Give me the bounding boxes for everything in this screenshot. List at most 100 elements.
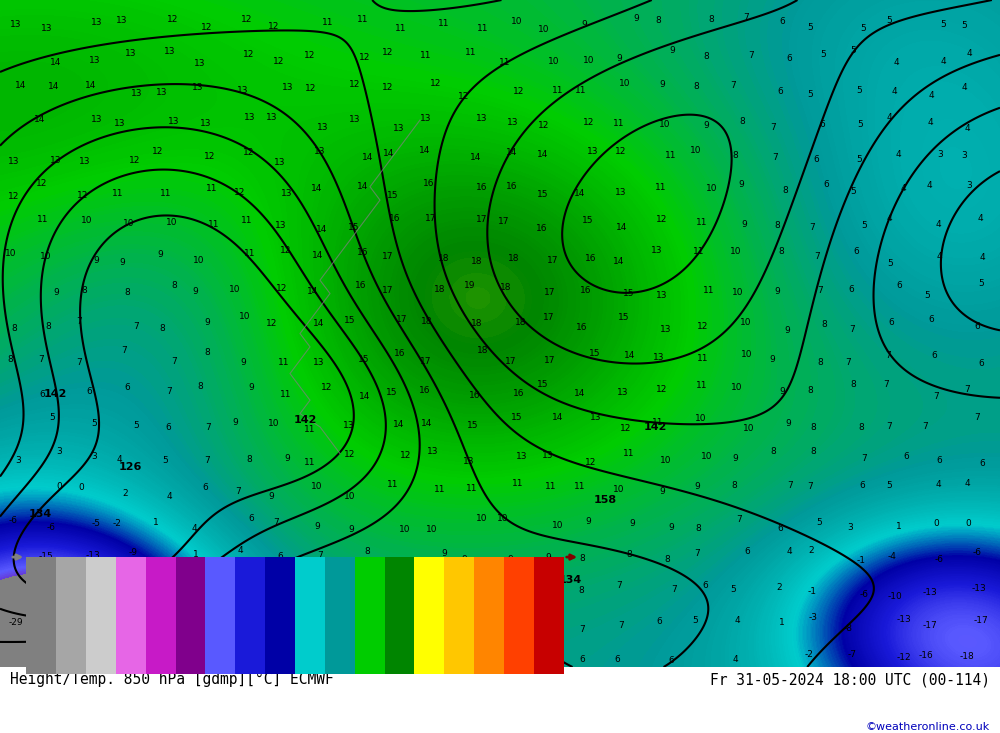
Text: 8: 8	[390, 581, 395, 589]
Text: 15: 15	[358, 356, 370, 364]
Text: 10: 10	[344, 492, 355, 501]
Text: 12: 12	[36, 179, 47, 188]
Text: 13: 13	[275, 221, 287, 230]
Text: 6: 6	[124, 383, 130, 392]
Text: -22: -22	[77, 588, 92, 597]
Text: 11: 11	[655, 183, 666, 192]
Text: 8: 8	[740, 117, 745, 126]
Text: 7: 7	[671, 585, 677, 594]
Text: 12: 12	[585, 458, 597, 467]
Text: 11: 11	[304, 457, 315, 466]
Text: 7: 7	[473, 650, 479, 659]
Bar	[534, 557, 564, 733]
Text: 12: 12	[276, 284, 287, 292]
Bar	[146, 557, 176, 733]
Text: 14: 14	[313, 320, 325, 328]
Text: -28: -28	[35, 652, 50, 662]
Text: 1: 1	[193, 550, 199, 559]
Text: 7: 7	[809, 223, 815, 232]
Text: 10: 10	[311, 482, 322, 491]
Bar	[176, 557, 205, 733]
Text: 12: 12	[656, 215, 668, 224]
Text: 13: 13	[131, 89, 142, 98]
Text: 10: 10	[730, 247, 742, 256]
Text: 13: 13	[164, 47, 176, 56]
Text: 7: 7	[849, 325, 855, 334]
Text: 1: 1	[779, 618, 785, 627]
Text: 13: 13	[343, 421, 355, 430]
Text: 14: 14	[470, 153, 481, 162]
Text: -30: -30	[33, 614, 48, 623]
Text: 9: 9	[507, 556, 513, 564]
Bar	[414, 557, 444, 733]
Text: 16: 16	[355, 281, 366, 290]
Text: 18: 18	[471, 257, 483, 266]
Text: 8: 8	[822, 320, 828, 328]
Text: 4: 4	[927, 181, 932, 191]
Text: 9: 9	[461, 556, 467, 564]
Text: 16: 16	[394, 349, 405, 358]
Text: 13: 13	[542, 451, 554, 460]
Text: -17: -17	[973, 616, 988, 625]
Text: -9: -9	[129, 548, 138, 556]
Text: 15: 15	[623, 289, 635, 298]
Text: 3: 3	[56, 447, 62, 456]
Text: 16: 16	[357, 248, 368, 257]
Text: 5: 5	[857, 120, 863, 129]
Text: 7: 7	[469, 617, 475, 627]
Text: 10: 10	[239, 312, 250, 322]
Text: 8: 8	[472, 581, 478, 589]
Text: 11: 11	[277, 358, 289, 367]
Text: 7: 7	[166, 387, 172, 397]
Text: 7: 7	[205, 422, 211, 432]
Text: 6: 6	[777, 524, 783, 534]
Text: 18: 18	[438, 254, 450, 263]
Text: 7: 7	[845, 358, 851, 367]
Text: 10: 10	[741, 350, 752, 359]
Bar	[116, 557, 146, 733]
Text: 6: 6	[848, 284, 854, 293]
Text: 18: 18	[508, 254, 520, 263]
Text: 9: 9	[669, 46, 675, 55]
Text: 11: 11	[613, 119, 624, 128]
Text: 5: 5	[133, 421, 139, 430]
Text: 12: 12	[458, 92, 470, 101]
Text: 5: 5	[860, 23, 866, 33]
Text: 7: 7	[364, 587, 369, 597]
Text: 7: 7	[887, 422, 892, 431]
Text: 5: 5	[163, 456, 169, 465]
Text: 7: 7	[518, 614, 524, 624]
Text: 6: 6	[277, 552, 283, 561]
Bar	[295, 557, 325, 733]
Text: 5: 5	[730, 585, 736, 594]
Text: 17: 17	[382, 286, 394, 295]
Bar	[86, 557, 116, 733]
Text: 18: 18	[421, 317, 433, 326]
Text: 9: 9	[616, 54, 622, 62]
Text: 15: 15	[618, 312, 630, 322]
Text: 14: 14	[34, 114, 46, 124]
Text: 4: 4	[894, 58, 899, 67]
Text: 10: 10	[690, 147, 702, 155]
Text: 4: 4	[935, 480, 941, 489]
Text: 6: 6	[325, 583, 331, 592]
Text: 12: 12	[429, 79, 441, 88]
Text: 7: 7	[76, 317, 82, 326]
Text: -11: -11	[161, 619, 175, 627]
Text: -13: -13	[897, 615, 911, 625]
Text: -13: -13	[972, 583, 987, 593]
Text: 17: 17	[544, 356, 556, 364]
Text: 6: 6	[936, 456, 942, 465]
Text: 7: 7	[76, 358, 82, 366]
Text: 8: 8	[858, 423, 864, 432]
Text: 13: 13	[274, 158, 285, 167]
Text: 9: 9	[769, 355, 775, 364]
Text: 6: 6	[39, 390, 45, 399]
Text: 4: 4	[965, 479, 970, 488]
Text: 6: 6	[320, 622, 325, 631]
Text: 3: 3	[15, 456, 21, 465]
Text: 11: 11	[573, 482, 585, 491]
Text: 6: 6	[979, 358, 984, 367]
Text: 11: 11	[693, 247, 704, 256]
Text: 14: 14	[616, 224, 628, 232]
